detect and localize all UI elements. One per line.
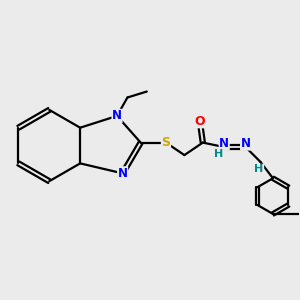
Text: H: H xyxy=(214,148,224,159)
Text: N: N xyxy=(112,110,122,122)
Text: O: O xyxy=(194,115,205,128)
Text: N: N xyxy=(241,137,250,150)
Text: H: H xyxy=(254,164,264,174)
Text: N: N xyxy=(118,167,128,180)
Text: N: N xyxy=(219,137,229,150)
Text: S: S xyxy=(161,136,170,149)
